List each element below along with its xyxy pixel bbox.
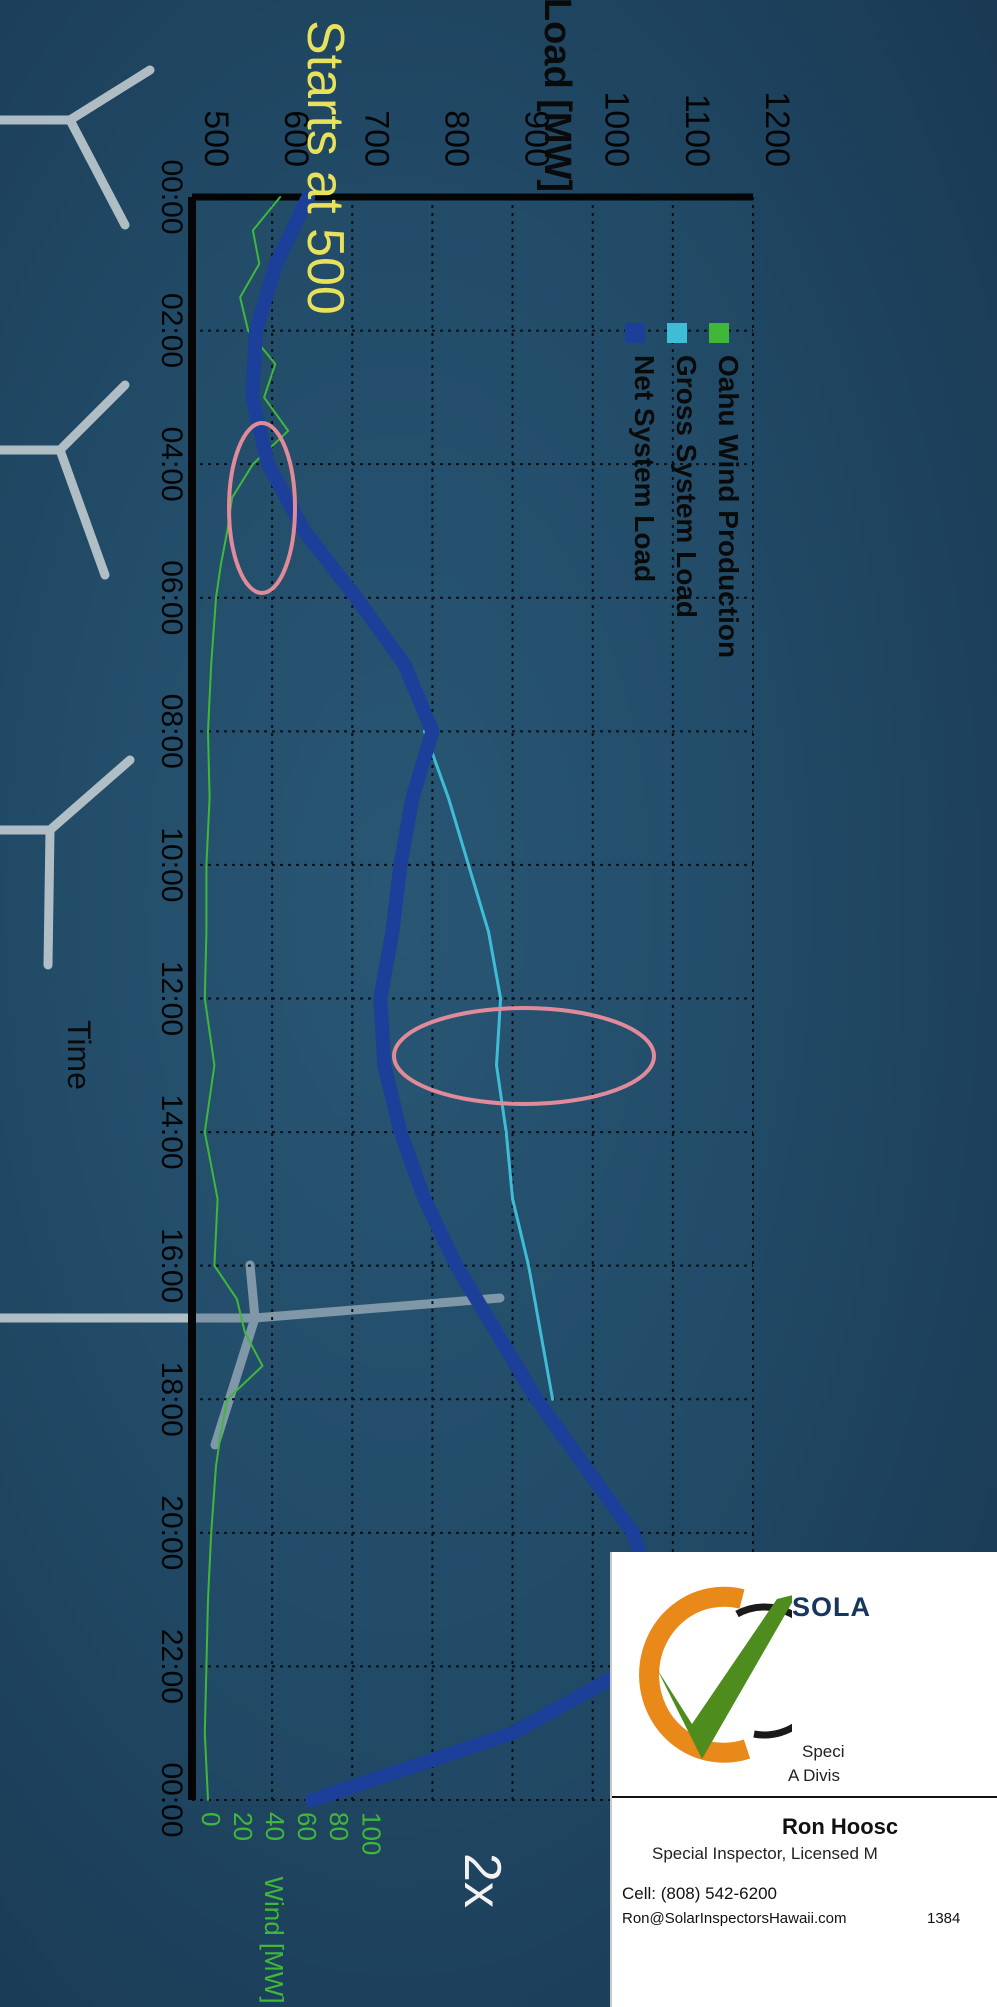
y2-tick-label: 80 <box>324 1812 354 1841</box>
y2-tick-label: 0 <box>196 1812 226 1826</box>
y2-axis-title: Wind [MW] <box>259 1876 289 2003</box>
turbine-icon <box>0 65 155 230</box>
legend-swatch <box>667 323 687 343</box>
legend-swatch <box>709 323 729 343</box>
y-tick-label: 600 <box>277 110 315 167</box>
x-tick-label: 18:00 <box>155 1362 188 1437</box>
y2-tick-label: 60 <box>292 1812 322 1841</box>
x-tick-label: 00:00 <box>155 1762 188 1837</box>
y-tick-label: 1100 <box>678 94 716 167</box>
legend-swatch <box>625 323 645 343</box>
x-tick-label: 12:00 <box>155 961 188 1036</box>
series-line <box>203 196 290 1801</box>
card-division: A Divis <box>788 1766 840 1785</box>
card-address: 1384 <box>927 1910 961 1927</box>
card-email: Ron@SolarInspectorsHawaii.com <box>622 1910 847 1927</box>
legend-label: Gross System Load <box>671 355 702 618</box>
y-tick-label: 800 <box>437 110 475 167</box>
card-divider <box>612 1796 997 1798</box>
x-tick-label: 14:00 <box>155 1095 188 1170</box>
y-axis-title: Load [MW] <box>536 0 578 192</box>
chart-ticks: 500 600 700 800 900 1000 1100 120000:0002:0004:… <box>155 91 796 1855</box>
chart-legend: Oahu Wind Production Gross System Load Net… <box>625 323 744 658</box>
x-tick-label: 10:00 <box>155 827 188 902</box>
x-tick-label: 02:00 <box>155 293 188 368</box>
turbine-icon <box>0 755 135 970</box>
chart-series <box>203 190 664 1807</box>
y-tick-label: 1200 <box>758 91 796 167</box>
series-line <box>245 190 664 1807</box>
starts-annotation: Starts at 500 <box>296 20 354 315</box>
chart-grid <box>191 196 754 1801</box>
legend-label: Oahu Wind Production <box>713 355 744 658</box>
x-tick-label: 20:00 <box>155 1495 188 1570</box>
x-tick-label: 08:00 <box>155 694 188 769</box>
legend-label: Net System Load <box>629 355 660 582</box>
y2-tick-label: 20 <box>228 1812 258 1841</box>
series-line <box>422 729 555 1401</box>
turbine-icon <box>0 380 130 580</box>
x-tick-label: 00:00 <box>155 159 188 234</box>
y-tick-label: 1000 <box>598 91 636 167</box>
business-card: SOLA Speci A Divis Ron Hoosc Special Ins… <box>610 1552 997 2007</box>
starts-at-500-label: Starts at 500 <box>296 20 354 315</box>
highlight-ellipse <box>227 421 297 595</box>
card-phone: Cell: (808) 542-6200 <box>622 1884 777 1903</box>
card-role: Special Inspector, Licensed M <box>652 1844 878 1863</box>
card-brand: SOLA <box>792 1592 872 1622</box>
x-tick-label: 06:00 <box>155 560 188 635</box>
y-tick-label: 500 <box>197 110 235 167</box>
checkmark-logo-icon <box>639 1586 792 1763</box>
highlight-ellipse <box>392 1006 656 1106</box>
card-subtitle: Speci <box>802 1742 845 1761</box>
scale-2x-label: 2x <box>453 1853 511 1908</box>
card-name: Ron Hoosc <box>782 1814 899 1839</box>
y-tick-label: 900 <box>518 110 556 167</box>
y2-tick-label: 100 <box>356 1812 386 1855</box>
x-axis-title: Time <box>61 1020 97 1090</box>
x-tick-label: 22:00 <box>155 1629 188 1704</box>
x-tick-label: 04:00 <box>155 427 188 502</box>
x-tick-label: 16:00 <box>155 1228 188 1303</box>
y-tick-label: 700 <box>357 110 395 167</box>
y2-tick-label: 40 <box>260 1812 290 1841</box>
chart-axes <box>188 193 753 1800</box>
